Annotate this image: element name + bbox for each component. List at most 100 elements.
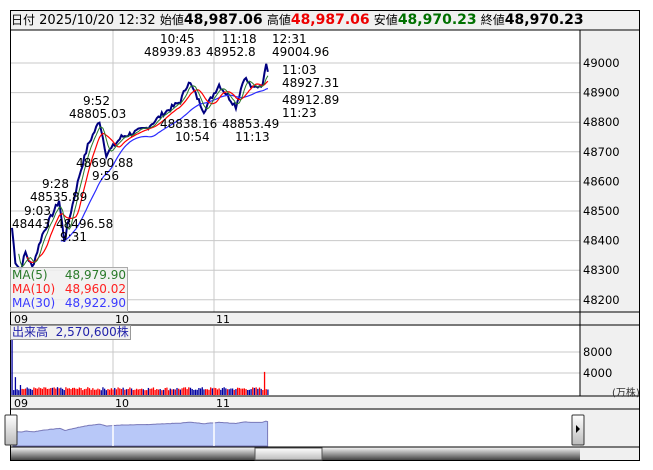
volume-bar bbox=[105, 390, 107, 395]
price-annotation: 48805.03 bbox=[69, 107, 127, 121]
volume-bar bbox=[109, 389, 111, 395]
volume-bar bbox=[28, 388, 30, 395]
volume-bar bbox=[70, 389, 72, 395]
navigator-left-handle[interactable] bbox=[4, 414, 18, 446]
low-label: 安値 bbox=[373, 13, 398, 27]
volume-bar bbox=[56, 387, 59, 395]
price-annotation: 48443 bbox=[12, 217, 51, 231]
volume-bar bbox=[166, 387, 168, 395]
volume-bar bbox=[92, 388, 94, 395]
volume-bar bbox=[29, 388, 32, 395]
volume-bar bbox=[171, 389, 173, 395]
volume-bar bbox=[83, 389, 86, 395]
volume-bar bbox=[247, 390, 249, 395]
volume-bar bbox=[206, 389, 208, 395]
volume-bar bbox=[263, 371, 266, 395]
volume-bar bbox=[77, 388, 79, 395]
volume-bar bbox=[230, 388, 232, 395]
volume-bar bbox=[117, 387, 119, 395]
price-tick-label: 48300 bbox=[583, 263, 620, 277]
ma5-line bbox=[18, 75, 269, 268]
volume-bar bbox=[48, 388, 50, 395]
volume-bar bbox=[204, 389, 207, 395]
volume-bar bbox=[242, 388, 244, 395]
volume-bar bbox=[82, 390, 84, 395]
volume-bar bbox=[129, 387, 131, 395]
price-annotation: 48939.83 bbox=[144, 45, 202, 59]
price-annotation: 9:52 bbox=[83, 94, 110, 108]
volume-tick-label: 8000 bbox=[583, 345, 612, 359]
volume-bar bbox=[146, 390, 148, 395]
volume-bar bbox=[97, 388, 99, 395]
volume-bar bbox=[13, 390, 15, 395]
volume-bar bbox=[216, 389, 219, 395]
volume-bar bbox=[159, 389, 161, 395]
price-annotation: 11:13 bbox=[235, 130, 270, 144]
volume-bar bbox=[65, 387, 67, 395]
ma-legend: MA(5) 48,979.90 MA(10) 48,960.02 MA(30) 48,… bbox=[10, 267, 128, 312]
volume-bar bbox=[196, 389, 198, 395]
volume-bar bbox=[90, 389, 92, 395]
volume-bar bbox=[102, 387, 104, 395]
volume-bar bbox=[245, 389, 247, 395]
price-line bbox=[11, 63, 269, 273]
volume-bar bbox=[46, 388, 49, 395]
volume-tick-label: 4000 bbox=[583, 366, 612, 380]
volume-bar bbox=[51, 387, 54, 395]
volume-bar bbox=[124, 389, 126, 395]
price-tick-label: 48900 bbox=[583, 86, 620, 100]
volume-bar bbox=[226, 389, 229, 395]
volume-unit: (万株) bbox=[612, 388, 640, 399]
time-tick-label: 10 bbox=[115, 397, 129, 410]
volume-bar bbox=[125, 389, 128, 395]
volume-bar bbox=[19, 385, 22, 395]
volume-bar bbox=[218, 388, 220, 395]
volume-bar bbox=[188, 387, 190, 395]
volume-bar bbox=[103, 388, 106, 395]
volume-bar bbox=[151, 388, 153, 395]
volume-bar bbox=[43, 387, 45, 395]
price-annotation: 48838.16 bbox=[160, 117, 218, 131]
volume-bar bbox=[235, 389, 237, 395]
volume-bar bbox=[93, 389, 96, 395]
volume-bar bbox=[139, 389, 141, 395]
volume-bar bbox=[233, 389, 235, 395]
volume-bar bbox=[87, 387, 89, 395]
volume-bar bbox=[107, 389, 109, 395]
volume-bar bbox=[220, 389, 222, 395]
time-tick-label: 10 bbox=[115, 313, 129, 326]
volume-bar bbox=[181, 388, 183, 395]
price-annotation: 11:03 bbox=[282, 63, 317, 77]
price-annotation: 48853.49 bbox=[222, 117, 280, 131]
volume-bar bbox=[154, 389, 156, 395]
volume-bar bbox=[250, 389, 252, 395]
high-label: 高値 bbox=[266, 13, 291, 27]
volume-bar bbox=[41, 388, 43, 395]
volume-bar bbox=[162, 389, 165, 395]
volume-bar bbox=[120, 389, 123, 395]
price-tick-label: 48600 bbox=[583, 174, 620, 188]
volume-bar bbox=[152, 387, 155, 395]
scrollbar-thumb[interactable] bbox=[254, 447, 323, 461]
price-annotation: 48952.8 bbox=[206, 45, 256, 59]
volume-bar bbox=[18, 390, 20, 395]
time-tick-label: 11 bbox=[216, 397, 230, 410]
volume-bar bbox=[135, 388, 138, 395]
volume-bar bbox=[183, 387, 185, 395]
volume-bar bbox=[98, 389, 101, 395]
volume-bar bbox=[38, 387, 40, 395]
close-value: 48,970.23 bbox=[504, 12, 584, 28]
price-tick-label: 48400 bbox=[583, 234, 620, 248]
volume-bar bbox=[238, 387, 240, 395]
volume-bar bbox=[115, 389, 118, 395]
volume-bar bbox=[262, 390, 264, 395]
volume-bar bbox=[253, 387, 256, 395]
close-label: 終値 bbox=[480, 13, 505, 27]
time-tick-label: 09 bbox=[14, 397, 28, 410]
volume-bar bbox=[88, 388, 91, 395]
volume-bar bbox=[208, 389, 210, 395]
volume-bar bbox=[149, 388, 151, 395]
price-annotation: 48496.58 bbox=[56, 217, 114, 231]
